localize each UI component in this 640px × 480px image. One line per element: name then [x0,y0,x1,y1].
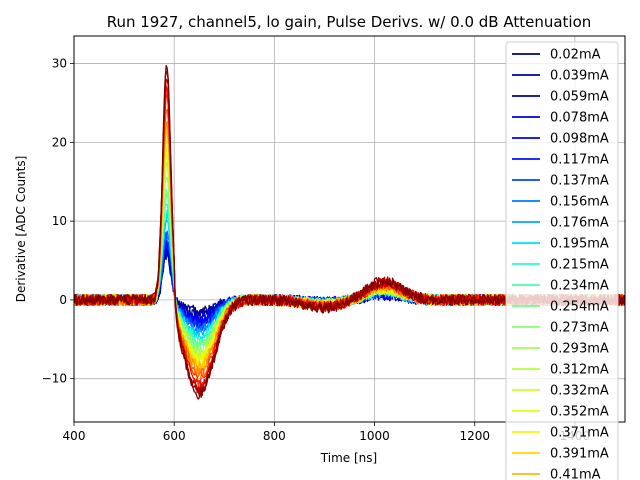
x-tick-label: 400 [63,429,86,443]
legend-label: 0.059mA [550,90,609,105]
legend-box [505,41,619,480]
y-tick-label: 30 [52,57,67,71]
legend: 0.02mA 0.039mA 0.059mA 0.078mA 0.098mA 0.117m… [505,41,619,480]
y-tick-label: 10 [52,214,67,228]
legend-label: 0.273mA [550,321,609,336]
x-axis-label: Time [ns] [320,451,377,465]
legend-label: 0.352mA [550,405,609,420]
legend-label: 0.176mA [550,216,609,231]
x-tick-label: 600 [163,429,186,443]
legend-label: 0.195mA [550,237,609,252]
legend-label: 0.156mA [550,195,609,210]
y-tick-label: 0 [59,293,67,307]
plot-area-frame [73,35,626,423]
x-tick-label: 1000 [359,429,390,443]
chart-title: Run 1927, channel5, lo gain, Pulse Deriv… [107,13,592,31]
legend-label: 0.371mA [550,426,609,441]
legend-label: 0.293mA [550,342,609,357]
legend-label: 0.215mA [550,258,609,273]
y-tick-label: 20 [52,135,67,149]
x-tick-label: 1200 [459,429,490,443]
legend-label: 0.332mA [550,384,609,399]
y-axis-label: Derivative [ADC Counts] [14,156,28,303]
legend-label: 0.078mA [550,111,609,126]
legend-label: 0.391mA [550,447,609,462]
legend-label: 0.137mA [550,174,609,189]
legend-label: 0.41mA [550,468,601,480]
y-tick-label: −10 [42,372,67,386]
legend-label: 0.312mA [550,363,609,378]
legend-label: 0.02mA [550,48,601,63]
legend-label: 0.234mA [550,279,609,294]
legend-label: 0.039mA [550,69,609,84]
legend-label: 0.098mA [550,132,609,147]
legend-label: 0.117mA [550,153,609,168]
x-tick-label: 800 [263,429,286,443]
legend-label: 0.254mA [550,300,609,315]
